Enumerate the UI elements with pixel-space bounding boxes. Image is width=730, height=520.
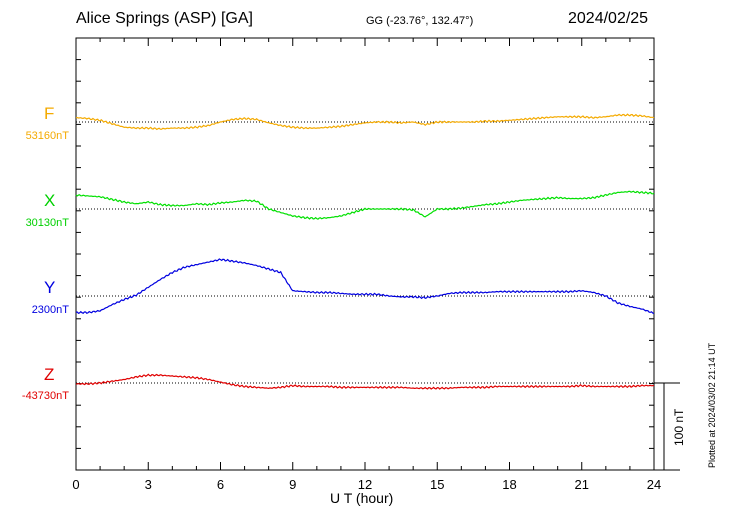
x-tick-label: 21 <box>575 477 589 492</box>
scale-bar-label: 100 nT <box>672 408 686 446</box>
station-coordinates: GG (-23.76°, 132.47°) <box>366 15 474 27</box>
axis-ticks: 0 3 6 9 12 15 18 21 24 <box>72 37 661 492</box>
plot-frame <box>75 37 655 471</box>
x-tick-label: 18 <box>502 477 516 492</box>
x-tick-label: 3 <box>145 477 152 492</box>
channel-label-f: F <box>44 104 55 123</box>
x-axis-label: U T (hour) <box>330 490 394 506</box>
series-line-x <box>75 190 655 220</box>
baseline-label-f: 53160nT <box>25 130 69 142</box>
baseline-label-z: -43730nT <box>21 390 69 402</box>
channel-label-z: Z <box>44 365 55 384</box>
baseline-label-x: 30130nT <box>25 217 69 229</box>
x-tick-label: 12 <box>358 477 372 492</box>
x-tick-label: 15 <box>430 477 444 492</box>
baseline-label-y: 2300nT <box>31 304 69 316</box>
x-tick-label: 24 <box>647 477 661 492</box>
series-line-f <box>75 113 655 131</box>
series-line-y <box>75 258 655 315</box>
plotted-timestamp: Plotted at 2024/03/02 21:14 UT <box>707 342 717 468</box>
channel-label-x: X <box>44 191 56 210</box>
station-title: Alice Springs (ASP) [GA] <box>76 10 253 27</box>
baseline-grid <box>76 121 654 384</box>
scale-bar <box>654 382 680 471</box>
channel-label-y: Y <box>44 278 56 297</box>
x-tick-label: 9 <box>289 477 296 492</box>
chart-date: 2024/02/25 <box>568 10 649 27</box>
x-tick-label: 0 <box>72 477 79 492</box>
series-lines <box>75 113 655 390</box>
x-tick-label: 6 <box>217 477 224 492</box>
series-line-z <box>75 373 654 390</box>
